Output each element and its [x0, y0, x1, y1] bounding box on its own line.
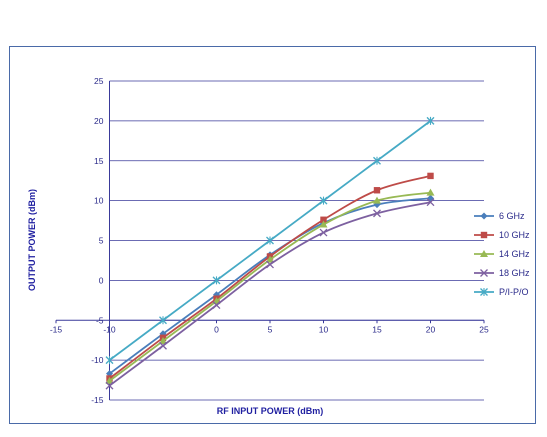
data-point — [105, 381, 114, 390]
legend-label: P/I-P/O — [499, 287, 529, 297]
x-tick-label: 15 — [372, 324, 382, 334]
data-point — [266, 260, 274, 269]
chart-frame — [9, 46, 536, 424]
data-point — [212, 276, 221, 285]
data-point — [373, 187, 381, 194]
y-tick-label: 15 — [94, 156, 104, 166]
y-tick-label: 25 — [94, 76, 104, 86]
y-tick-label: -5 — [96, 315, 104, 325]
grid-lines — [109, 80, 484, 401]
x-tick-label: 25 — [479, 324, 489, 334]
data-point — [426, 188, 435, 196]
y-axis-title: OUTPUT POWER (dBm) — [27, 189, 37, 291]
legend-item: 6 GHz — [474, 211, 525, 221]
legend-marker — [480, 212, 488, 220]
x-tick-label: -15 — [50, 324, 63, 334]
data-point — [373, 196, 381, 204]
legend-marker — [480, 288, 488, 296]
legend-item: 10 GHz — [474, 230, 530, 240]
y-tick-label: 0 — [99, 275, 104, 285]
x-axis-title: RF INPUT POWER (dBm) — [217, 406, 324, 416]
data-point — [319, 228, 328, 237]
data-point — [105, 356, 114, 365]
legend-marker — [480, 269, 488, 277]
y-tick-label: 20 — [94, 116, 104, 126]
data-point — [105, 376, 114, 384]
y-tick-label: -10 — [91, 355, 104, 365]
legend-item: 18 GHz — [474, 268, 530, 278]
series-p-i-p-o — [105, 116, 435, 365]
series-line — [108, 197, 431, 375]
series-line — [108, 191, 431, 382]
data-point — [427, 172, 434, 180]
series-lines — [105, 116, 435, 390]
legend-item: 14 GHz — [474, 249, 530, 259]
x-tick-label: 0 — [214, 324, 219, 334]
data-point — [159, 341, 167, 350]
series-line — [108, 175, 431, 380]
data-point — [373, 209, 381, 218]
y-tick-label: -15 — [91, 395, 104, 405]
data-point — [319, 196, 328, 205]
legend-label: 14 GHz — [499, 249, 530, 259]
legend-label: 6 GHz — [499, 211, 525, 221]
legend-label: 18 GHz — [499, 268, 530, 278]
series-14-ghz — [105, 188, 435, 384]
legend-item: P/I-P/O — [474, 287, 529, 297]
x-tick-label: 20 — [426, 324, 436, 334]
data-point — [266, 255, 274, 263]
y-tick-label: 10 — [94, 196, 104, 206]
data-point — [320, 216, 327, 223]
series-18-ghz — [105, 198, 435, 390]
legend-label: 10 GHz — [499, 230, 530, 240]
data-point — [159, 336, 167, 344]
x-tick-label: 5 — [268, 324, 273, 334]
data-point — [426, 198, 435, 207]
series-line — [108, 201, 431, 387]
legend-marker — [480, 250, 488, 257]
legend-marker — [480, 231, 488, 239]
data-point — [266, 236, 274, 245]
y-tick-label: 5 — [99, 236, 104, 246]
data-point — [319, 220, 328, 228]
legend: 6 GHz 10 GHz 14 GHz 18 GHz P/I-P/O — [474, 211, 530, 297]
data-point — [373, 156, 381, 165]
data-point — [159, 316, 167, 325]
x-tick-label: -10 — [103, 324, 116, 334]
series-6-ghz — [106, 194, 434, 378]
data-point — [212, 301, 221, 310]
x-tick-label: 10 — [319, 324, 329, 334]
data-point — [426, 116, 435, 125]
